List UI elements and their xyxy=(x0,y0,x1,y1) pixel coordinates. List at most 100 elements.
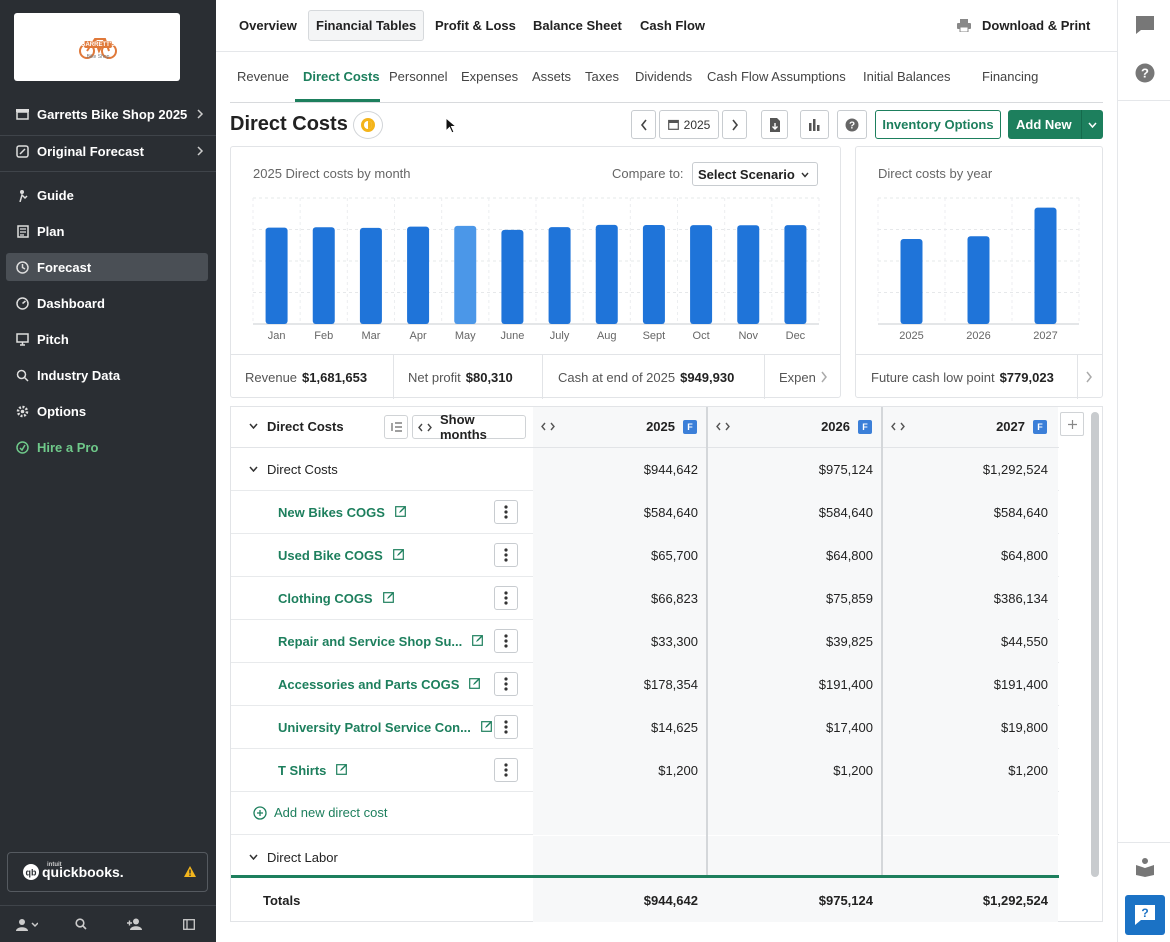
previous-year-button[interactable] xyxy=(631,110,656,139)
sidebar-item-guide[interactable]: Guide xyxy=(6,181,208,209)
help-icon[interactable]: ? xyxy=(1135,63,1155,83)
bar-2026[interactable] xyxy=(967,236,990,324)
collapse-chevron-icon[interactable] xyxy=(249,854,258,860)
row-label-link[interactable]: Repair and Service Shop Su... xyxy=(278,634,463,649)
edit-icon[interactable] xyxy=(336,763,348,775)
edit-icon[interactable] xyxy=(393,548,405,560)
cell-value[interactable]: $64,800 xyxy=(883,534,1058,577)
row-options-button[interactable] xyxy=(494,543,518,567)
sidebar-item-forecast[interactable]: Forecast xyxy=(6,253,208,281)
sidebar-item-pitch[interactable]: Pitch xyxy=(6,325,208,353)
scenario-selector[interactable]: Original Forecast xyxy=(6,137,208,165)
help-button[interactable]: ? xyxy=(837,110,867,139)
bar-feb[interactable] xyxy=(312,227,335,324)
search-button[interactable] xyxy=(54,906,108,942)
edit-icon[interactable] xyxy=(472,634,484,646)
tab-personnel[interactable]: Personnel xyxy=(389,69,448,84)
export-button[interactable] xyxy=(761,110,788,139)
row-options-button[interactable] xyxy=(494,672,518,696)
expand-column-icon[interactable] xyxy=(891,422,905,431)
bar-aug[interactable] xyxy=(595,224,618,324)
column-divider[interactable] xyxy=(881,407,883,877)
edit-icon[interactable] xyxy=(383,591,395,603)
bar-june[interactable] xyxy=(501,229,524,324)
sidebar-item-industry-data[interactable]: Industry Data xyxy=(6,361,208,389)
expand-column-icon[interactable] xyxy=(541,422,555,431)
tab-assets[interactable]: Assets xyxy=(532,69,572,84)
edit-icon[interactable] xyxy=(469,677,481,689)
chart-toggle-button[interactable] xyxy=(800,110,829,139)
learning-book-icon[interactable] xyxy=(1135,857,1155,877)
tab-cash-flow-assumptions[interactable]: Cash Flow Assumptions xyxy=(707,69,846,84)
bar-may[interactable] xyxy=(454,225,477,324)
tab-expenses[interactable]: Expenses xyxy=(461,69,519,84)
company-logo[interactable]: GARRETT'S Bike Shop xyxy=(14,13,180,81)
bar-jan[interactable] xyxy=(265,227,288,324)
cell-value[interactable]: $944,642 xyxy=(533,448,708,491)
edit-button[interactable] xyxy=(469,677,481,692)
cell-value[interactable]: $1,292,524 xyxy=(883,448,1058,491)
chevron-right-icon[interactable] xyxy=(1085,371,1093,383)
vertical-scrollbar[interactable] xyxy=(1091,412,1099,877)
support-chat-button[interactable]: ? xyxy=(1125,895,1165,935)
user-menu-button[interactable] xyxy=(0,906,54,942)
bar-july[interactable] xyxy=(548,227,571,324)
cell-value[interactable]: $33,300 xyxy=(533,620,708,663)
cell-value[interactable]: $191,400 xyxy=(708,663,883,706)
nav-financial-tables[interactable]: Financial Tables xyxy=(308,10,425,41)
row-options-button[interactable] xyxy=(494,586,518,610)
inventory-options-button[interactable]: Inventory Options xyxy=(875,110,1001,139)
tab-financing[interactable]: Financing xyxy=(982,69,1039,84)
stat-revenue[interactable]: Revenue $1,681,653 xyxy=(245,370,367,385)
collapse-chevron-icon[interactable] xyxy=(249,466,258,472)
nav-overview[interactable]: Overview xyxy=(239,18,297,33)
stat-net-profit[interactable]: Net profit $80,310 xyxy=(408,370,513,385)
row-label-link[interactable]: T Shirts xyxy=(278,763,327,778)
row-label-link[interactable]: New Bikes COGS xyxy=(278,505,385,520)
nav-profit-loss[interactable]: Profit & Loss xyxy=(435,18,516,33)
show-months-button[interactable]: Show months xyxy=(412,412,526,442)
next-year-button[interactable] xyxy=(722,110,747,139)
row-density-button[interactable] xyxy=(384,415,408,439)
edit-button[interactable] xyxy=(472,634,484,649)
stat-expenses[interactable]: Expen xyxy=(779,370,817,385)
row-label-link[interactable]: Used Bike COGS xyxy=(278,548,383,563)
cell-value[interactable]: $17,400 xyxy=(708,706,883,749)
add-user-button[interactable] xyxy=(108,906,162,942)
cell-value[interactable]: $44,550 xyxy=(883,620,1058,663)
cell-value[interactable]: $64,800 xyxy=(708,534,883,577)
download-print-button[interactable]: Download & Print xyxy=(950,10,1097,41)
bar-2027[interactable] xyxy=(1034,207,1057,324)
year-selector[interactable]: 2025 xyxy=(659,110,719,139)
bar-nov[interactable] xyxy=(737,225,760,324)
sidebar-item-dashboard[interactable]: Dashboard xyxy=(6,289,208,317)
cell-value[interactable]: $584,640 xyxy=(708,491,883,534)
nav-cash-flow[interactable]: Cash Flow xyxy=(640,18,706,33)
cell-value[interactable]: $975,124 xyxy=(708,448,883,491)
quickbooks-connection[interactable]: qb intuit quickbooks. xyxy=(7,852,208,892)
tab-dividends[interactable]: Dividends xyxy=(635,69,693,84)
tab-direct-costs[interactable]: Direct Costs xyxy=(303,69,380,84)
cell-value[interactable]: $1,200 xyxy=(708,749,883,792)
tab-revenue[interactable]: Revenue xyxy=(237,69,290,84)
sidebar-item-options[interactable]: Options xyxy=(6,397,208,425)
row-options-button[interactable] xyxy=(494,629,518,653)
bar-dec[interactable] xyxy=(784,225,807,324)
sidebar-item-plan[interactable]: Plan xyxy=(6,217,208,245)
add-new-direct-cost-link[interactable]: Add new direct cost xyxy=(253,805,387,820)
cell-value[interactable]: $66,823 xyxy=(533,577,708,620)
tab-initial-balances[interactable]: Initial Balances xyxy=(863,69,951,84)
stat-future-cash[interactable]: Future cash low point $779,023 xyxy=(871,370,1054,385)
cell-value[interactable]: $584,640 xyxy=(533,491,708,534)
add-new-dropdown[interactable] xyxy=(1081,110,1103,139)
edit-button[interactable] xyxy=(336,763,348,778)
cell-value[interactable]: $386,134 xyxy=(883,577,1058,620)
edit-button[interactable] xyxy=(393,548,405,563)
column-divider[interactable] xyxy=(706,407,708,877)
bar-oct[interactable] xyxy=(690,225,713,324)
toggle-sidebar-button[interactable] xyxy=(162,906,216,942)
bar-apr[interactable] xyxy=(407,226,430,324)
bar-2025[interactable] xyxy=(900,238,923,324)
nav-balance-sheet[interactable]: Balance Sheet xyxy=(533,18,622,33)
stat-cash-end[interactable]: Cash at end of 2025 $949,930 xyxy=(558,370,734,385)
